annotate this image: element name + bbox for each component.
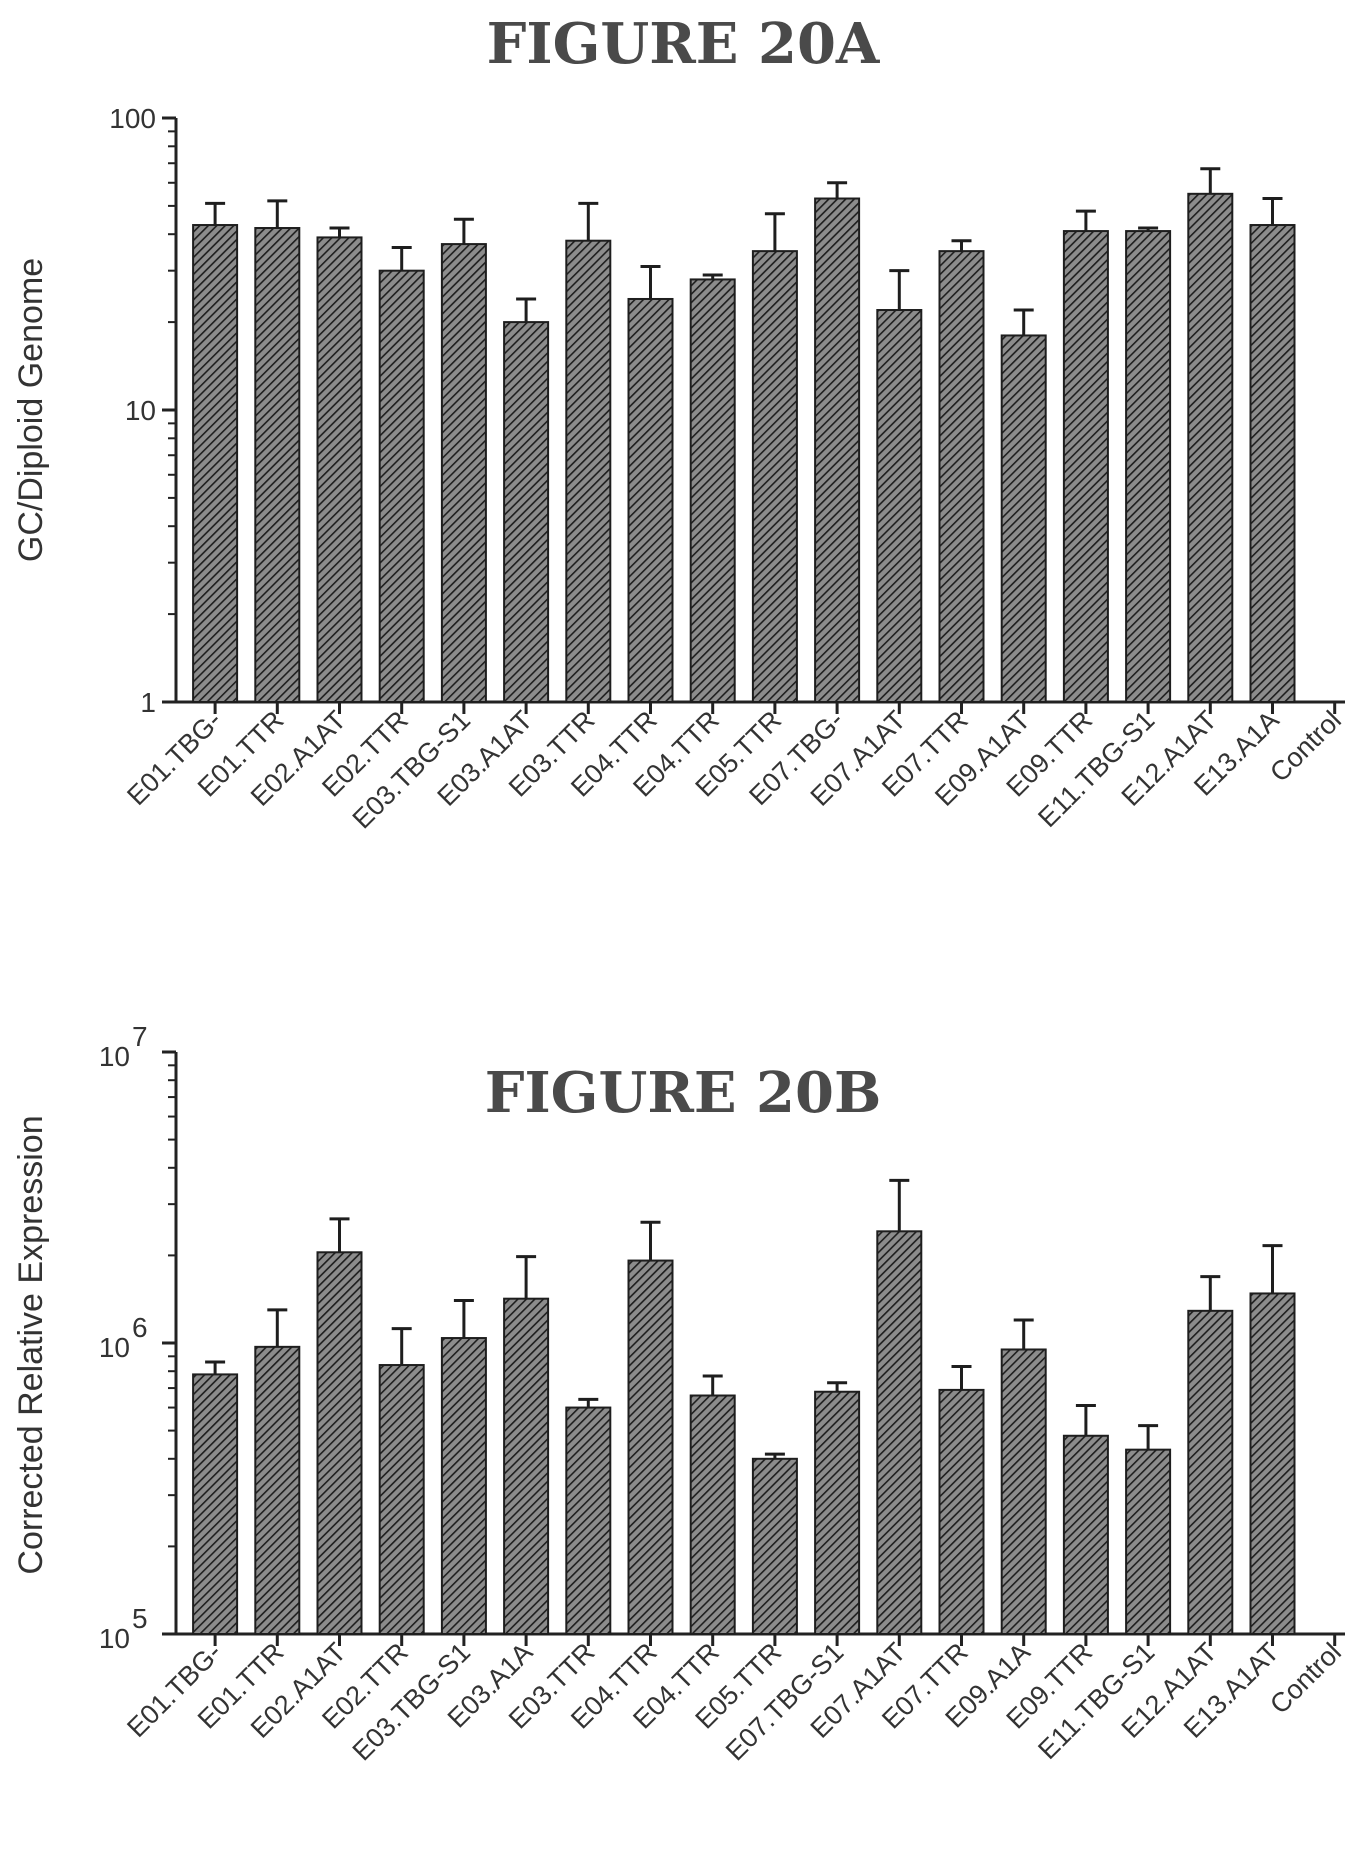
bar bbox=[1000, 334, 1047, 703]
bar bbox=[503, 321, 550, 703]
bar bbox=[565, 1406, 612, 1635]
bar bbox=[689, 1394, 736, 1635]
bar bbox=[751, 250, 798, 703]
bar bbox=[938, 1388, 985, 1635]
bar bbox=[876, 309, 923, 703]
bar bbox=[1062, 1434, 1109, 1635]
bar bbox=[565, 239, 612, 703]
y-axis-label: Corrected Relative Expression bbox=[12, 1115, 50, 1574]
bar bbox=[814, 197, 861, 703]
chart-20b: FIGURE 20B Corrected Relative Expression 1… bbox=[12, 1021, 1347, 1766]
bar bbox=[440, 1337, 487, 1636]
bar bbox=[192, 224, 239, 703]
y-tick-label-base: 10 bbox=[99, 1041, 130, 1072]
bar bbox=[316, 236, 363, 703]
y-tick-label-exponent: 5 bbox=[132, 1603, 148, 1634]
y-tick-label: 100 bbox=[109, 103, 156, 134]
y-axis-label: GC/Diploid Genome bbox=[12, 258, 50, 562]
bar bbox=[1125, 1448, 1172, 1635]
bar bbox=[1062, 230, 1109, 703]
bar bbox=[814, 1390, 861, 1635]
y-tick-label: 1 bbox=[140, 687, 156, 718]
bar bbox=[503, 1297, 550, 1635]
bar bbox=[627, 1259, 674, 1635]
bar bbox=[192, 1373, 239, 1636]
y-tick-label-base: 10 bbox=[99, 1332, 130, 1363]
bar bbox=[1249, 224, 1296, 703]
bar bbox=[1187, 192, 1234, 704]
y-tick-label-base: 10 bbox=[99, 1623, 130, 1654]
y-tick-label-exponent: 7 bbox=[132, 1021, 148, 1052]
bar bbox=[1249, 1292, 1296, 1636]
y-tick-label: 10 bbox=[125, 395, 156, 426]
bar bbox=[378, 269, 425, 703]
x-category-label: Control bbox=[1264, 705, 1347, 788]
chart-title: FIGURE 20B bbox=[485, 1060, 882, 1126]
bar bbox=[1187, 1309, 1234, 1635]
bar bbox=[254, 227, 301, 703]
bar bbox=[938, 250, 985, 703]
bar bbox=[254, 1345, 301, 1635]
bar bbox=[1125, 230, 1172, 703]
bar bbox=[378, 1364, 425, 1635]
y-tick-label-exponent: 6 bbox=[132, 1312, 148, 1343]
bar bbox=[440, 243, 487, 704]
chart-title: FIGURE 20A bbox=[487, 11, 881, 77]
bar bbox=[751, 1457, 798, 1635]
bar bbox=[316, 1251, 363, 1636]
bar bbox=[689, 278, 736, 703]
bar bbox=[1000, 1348, 1047, 1635]
bar bbox=[876, 1230, 923, 1635]
x-category-label: Control bbox=[1264, 1637, 1347, 1720]
bar bbox=[627, 297, 674, 703]
